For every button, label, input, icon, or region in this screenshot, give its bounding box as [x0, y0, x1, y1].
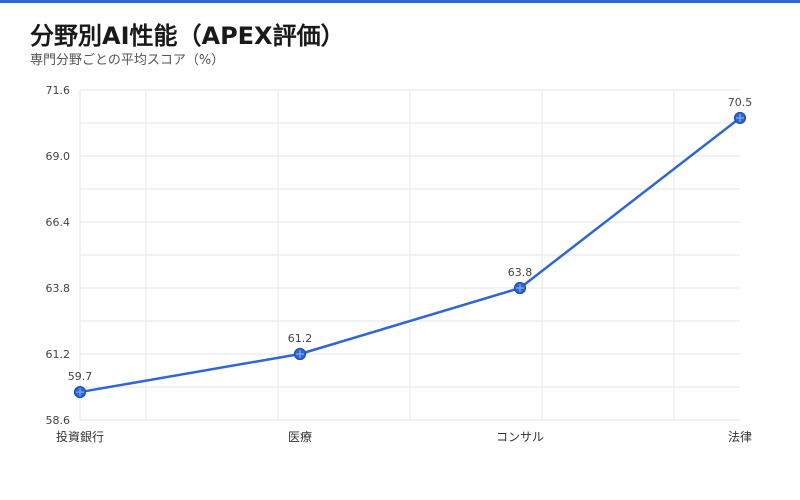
series-line	[79, 116, 741, 394]
accent-bar	[0, 0, 800, 3]
x-tick-label: 投資銀行	[56, 429, 104, 444]
data-label: 63.8	[508, 266, 533, 279]
y-tick-label: 61.2	[46, 348, 71, 361]
chart-subtitle: 専門分野ごとの平均スコア（%）	[30, 53, 225, 68]
data-label: 70.5	[728, 96, 753, 109]
chart-title: 分野別AI性能（APEX評価）	[30, 22, 345, 50]
y-tick-label: 58.6	[46, 414, 71, 427]
data-label: 59.7	[68, 370, 93, 383]
data-label: 61.2	[288, 332, 313, 345]
x-tick-label: コンサル	[496, 430, 544, 444]
y-tick-label: 69.0	[46, 150, 71, 163]
x-tick-label: 医療	[288, 430, 312, 444]
x-tick-label: 法律	[728, 430, 752, 444]
y-tick-label: 71.6	[46, 84, 71, 97]
y-tick-label: 66.4	[46, 216, 71, 229]
y-tick-label: 63.8	[46, 282, 71, 295]
